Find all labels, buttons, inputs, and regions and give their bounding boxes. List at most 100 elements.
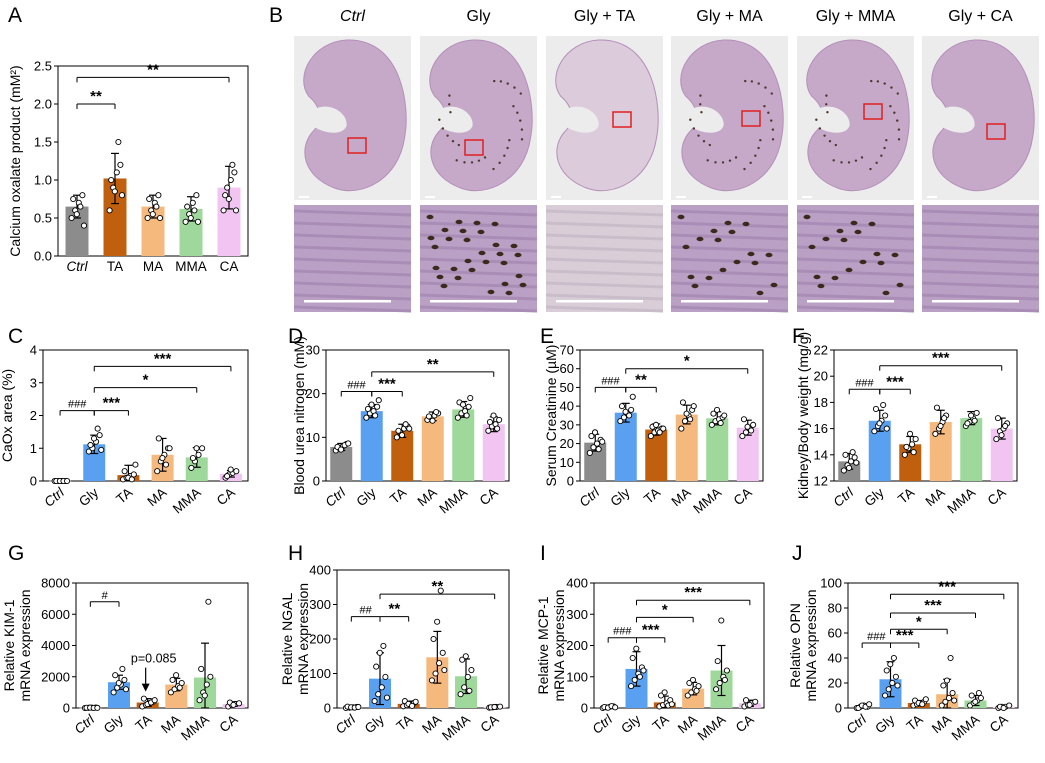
histology-title: Gly + TA — [574, 8, 636, 25]
scale-bar — [802, 196, 812, 198]
data-point — [173, 672, 180, 679]
data-point — [467, 394, 474, 402]
category-label: TA — [650, 712, 672, 734]
y-tick-label: 16 — [814, 421, 828, 436]
category-label: MA — [143, 259, 163, 274]
significance-label: ** — [90, 88, 102, 105]
data-point — [94, 425, 101, 432]
data-point — [678, 425, 685, 432]
crystal-deposit — [815, 118, 818, 121]
data-point — [993, 436, 1000, 443]
category-label: TA — [107, 259, 123, 274]
data-point — [91, 435, 98, 442]
data-point — [653, 421, 660, 428]
y-tick-label: 40 — [560, 399, 574, 414]
data-point — [222, 192, 229, 199]
data-point — [1006, 702, 1013, 709]
data-point — [153, 203, 160, 210]
axis-frame — [847, 582, 1019, 709]
data-point — [395, 427, 402, 434]
chart-panel-H: H 0 100 200 300 400 Relative NGAL mRNA expressi… — [279, 542, 510, 744]
data-point — [337, 446, 345, 453]
significance-label: ### — [347, 379, 366, 391]
data-point — [740, 416, 748, 423]
tissue-texture — [293, 293, 412, 301]
panel-letter-C: C — [8, 325, 23, 348]
category-label: Gly — [872, 712, 897, 737]
y-axis-label: Relative OPN — [787, 603, 803, 688]
data-point — [220, 207, 227, 214]
data-point — [612, 704, 619, 711]
significance-label: ** — [427, 356, 439, 373]
data-point — [622, 408, 629, 415]
y-tick-label: 20 — [828, 676, 842, 691]
data-point — [425, 413, 433, 420]
crystal-deposit — [765, 252, 773, 258]
scale-bar — [551, 196, 561, 198]
data-point — [466, 687, 473, 694]
crystal-deposit — [743, 167, 746, 171]
data-point — [880, 401, 887, 409]
y-tick-label: 1 — [30, 441, 37, 456]
crystal-deposit — [487, 289, 495, 295]
tissue-texture — [921, 221, 1040, 229]
crystal-deposit — [813, 274, 821, 280]
crystal-deposit — [691, 283, 699, 289]
crystal-deposit — [427, 235, 435, 241]
crystal-deposit — [850, 220, 858, 226]
crystal-deposit — [473, 220, 481, 226]
significance-label: *** — [938, 578, 956, 595]
crystal-deposit — [500, 260, 508, 266]
scale-bar — [681, 300, 768, 303]
crystal-deposit — [508, 139, 511, 142]
crystal-deposit — [514, 252, 522, 258]
tissue-texture — [921, 257, 1040, 265]
roi-marker — [986, 123, 1006, 140]
category-label: Gly — [76, 485, 101, 510]
data-point — [375, 691, 382, 698]
data-point — [594, 440, 601, 447]
tissue-texture — [293, 233, 412, 241]
category-label: MMA — [944, 485, 978, 517]
roi-marker — [612, 111, 632, 128]
data-point — [122, 686, 130, 693]
category-label: MA — [144, 485, 169, 510]
y-tick-label: 0 — [324, 701, 331, 716]
data-point — [945, 694, 953, 702]
category-label: MMA — [178, 712, 212, 744]
kidney-section — [931, 39, 1035, 192]
significance-label: ** — [635, 371, 647, 388]
crystal-deposit — [510, 243, 518, 249]
data-point — [951, 697, 958, 704]
data-point — [941, 415, 948, 422]
crystal-deposit — [896, 119, 899, 122]
y-tick-label: 3 — [30, 375, 37, 390]
significance-label: * — [143, 372, 149, 389]
category-label: Gly — [354, 485, 379, 510]
data-point — [113, 169, 120, 176]
data-point — [375, 397, 382, 404]
crystal-deposit — [478, 250, 486, 256]
data-point — [108, 176, 115, 184]
y-tick-label: 80 — [828, 601, 842, 616]
data-point — [876, 420, 883, 427]
data-point — [132, 461, 139, 468]
crystal-deposit — [483, 156, 487, 159]
data-point — [87, 441, 94, 449]
data-point — [232, 207, 240, 214]
data-point — [187, 214, 194, 222]
y-tick-label: 100 — [309, 666, 331, 681]
data-point — [355, 703, 362, 711]
data-point — [846, 464, 853, 471]
crystal-deposit — [697, 134, 700, 137]
crystal-deposit — [891, 252, 899, 258]
crystal-deposit — [449, 111, 452, 114]
y-tick-label: 2000 — [41, 669, 70, 684]
crystal-deposit — [890, 86, 893, 89]
y-tick-label: 0 — [581, 701, 588, 716]
crystal-deposit — [836, 228, 844, 234]
data-point — [382, 673, 389, 681]
crystal-deposit — [705, 275, 713, 281]
data-point — [144, 214, 151, 222]
